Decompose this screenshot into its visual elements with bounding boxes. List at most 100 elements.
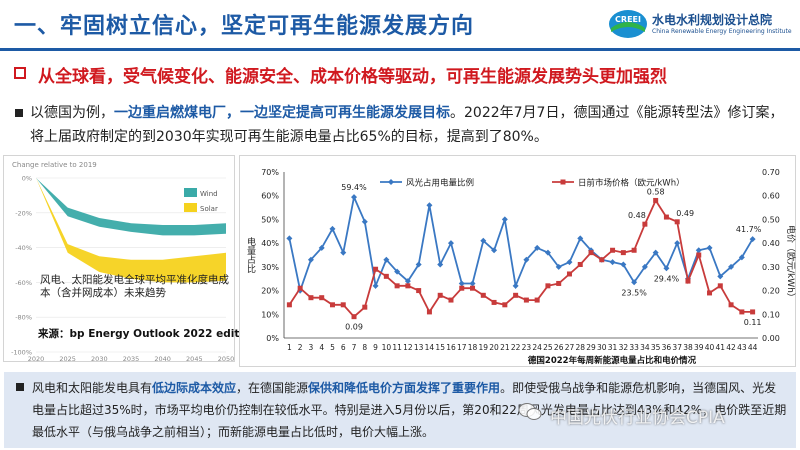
price-point — [297, 285, 303, 291]
left-xtick-label: 2040 — [154, 355, 171, 363]
left-ytick-label: -60% — [15, 279, 32, 287]
price-point — [416, 288, 422, 294]
left-axis-title: 电量占比 — [245, 236, 256, 273]
left-ytick-label: -100% — [11, 349, 32, 357]
left-ytick-label: -20% — [15, 209, 32, 217]
legend-label-price: 日前市场价格（欧元/kWh） — [578, 178, 685, 189]
price-point — [739, 309, 745, 315]
left-axis-tick: 70% — [261, 168, 279, 177]
watermark-text: 中国光伏行业协会CPIA — [550, 408, 725, 428]
left-axis-tick: 40% — [261, 239, 279, 248]
x-tick-label: 43 — [737, 343, 747, 352]
share-point — [480, 237, 487, 244]
x-tick-label: 34 — [640, 343, 650, 352]
share-point — [501, 216, 508, 223]
left-chart-title: Change relative to 2019 — [12, 161, 97, 169]
left-axis-tick: 60% — [261, 192, 279, 201]
legend-label-solar: Solar — [200, 205, 218, 213]
price-point — [566, 271, 572, 277]
right-chart-panel: 0% 10% 20% 30% 40% 50% 60% 70% 0.00 0.10 0.20 0.30 0… — [239, 155, 797, 367]
share-point — [706, 244, 713, 251]
x-tick-label: 13 — [414, 343, 424, 352]
x-tick-label: 8 — [362, 343, 367, 352]
share-point — [631, 279, 638, 286]
x-tick-label: 2 — [298, 343, 303, 352]
x-tick-label: 33 — [629, 343, 639, 352]
x-tick-label: 12 — [403, 343, 413, 352]
share-point — [728, 263, 735, 270]
price-point — [286, 302, 292, 308]
x-tick-label: 40 — [705, 343, 715, 352]
right-axis-tick: 0.10 — [762, 310, 780, 319]
share-point — [394, 268, 401, 275]
share-point — [318, 244, 325, 251]
band-solar — [36, 178, 226, 283]
price-data-label: 0.11 — [744, 318, 762, 327]
right-axis-tick: 0.60 — [762, 192, 780, 201]
bottom-summary-text: 风电和太阳能发电具有低边际成本效应，在德国能源保供和降低电价方面发挥了重要作用。… — [32, 377, 788, 443]
price-data-label: 0.58 — [647, 187, 665, 196]
legend-label-wind: Wind — [200, 190, 218, 198]
legend-swatch-wind — [184, 188, 197, 197]
share-point — [566, 259, 573, 266]
bullet-square-icon — [15, 109, 23, 117]
x-tick-label: 5 — [330, 343, 335, 352]
x-tick-label: 18 — [468, 343, 478, 352]
headline: 从全球看，受气候变化、能源安全、成本价格等驱动，可再生能源发展势头更加强烈 — [14, 60, 790, 90]
left-axis-tick: 10% — [261, 310, 279, 319]
x-tick-label: 35 — [651, 343, 661, 352]
bullet-part2: 。2022年7月7日，德国通过《能源转型法》修订案，将上届政府制定的到2030年… — [30, 105, 784, 145]
left-xtick-label: 2045 — [186, 355, 203, 363]
x-tick-label: 30 — [597, 343, 607, 352]
bottom-highlight1: 低边际成本效应 — [152, 381, 237, 395]
x-tick-label: 14 — [425, 343, 435, 352]
price-point — [502, 302, 508, 308]
x-tick-label: 9 — [373, 343, 378, 352]
price-point — [319, 295, 325, 301]
price-point — [340, 302, 346, 308]
left-chart-source: 来源：bp Energy Outlook 2022 edition — [38, 328, 258, 340]
x-tick-label: 11 — [392, 343, 402, 352]
left-axis-tick: 50% — [261, 215, 279, 224]
left-ytick-label: -40% — [15, 244, 32, 252]
title-divider — [0, 48, 800, 51]
share-point — [652, 249, 659, 256]
x-tick-label: 39 — [694, 343, 704, 352]
right-axis-tick: 0.30 — [762, 263, 780, 272]
left-ytick-label: -80% — [15, 314, 32, 322]
series-line-1 — [288, 198, 753, 318]
x-tick-label: 31 — [608, 343, 618, 352]
x-tick-label: 42 — [726, 343, 736, 352]
legend-swatch-solar — [184, 203, 197, 212]
share-point — [512, 282, 519, 289]
price-point — [373, 266, 379, 272]
bottom-part2: ，在德国能源 — [236, 381, 309, 395]
x-tick-label: 7 — [352, 343, 357, 352]
price-point — [588, 250, 594, 256]
page-title: 一、牢固树立信心，坚定可再生能源发展方向 — [14, 14, 475, 39]
right-axis-tick: 0.20 — [762, 287, 780, 296]
bottom-summary-box: 风电和太阳能发电具有低边际成本效应，在德国能源保供和降低电价方面发挥了重要作用。… — [4, 372, 796, 448]
price-point — [750, 309, 756, 315]
share-point — [307, 256, 314, 263]
x-tick-label: 3 — [309, 343, 314, 352]
x-tick-label: 37 — [672, 343, 682, 352]
price-point — [599, 257, 605, 263]
share-point — [415, 261, 422, 268]
share-point — [361, 218, 368, 225]
x-tick-label: 44 — [748, 343, 758, 352]
price-point — [480, 292, 486, 298]
germany-weekly-chart: 0% 10% 20% 30% 40% 50% 60% 70% 0.00 0.10 0.20 0.30 0… — [245, 168, 797, 366]
x-tick-label: 4 — [319, 343, 324, 352]
right-axis-tick: 0.50 — [762, 215, 780, 224]
left-xtick-label: 2020 — [28, 355, 45, 363]
x-tick-label: 22 — [511, 343, 521, 352]
price-data-label: 0.49 — [676, 209, 694, 218]
share-point — [351, 194, 358, 201]
price-point — [556, 280, 562, 286]
price-point — [383, 273, 389, 279]
x-tick-label: 10 — [382, 343, 392, 352]
share-data-label: 29.4% — [654, 274, 680, 283]
share-point — [674, 240, 681, 247]
headline-text: 从全球看，受气候变化、能源安全、成本价格等驱动，可再生能源发展势头更加强烈 — [38, 67, 667, 87]
